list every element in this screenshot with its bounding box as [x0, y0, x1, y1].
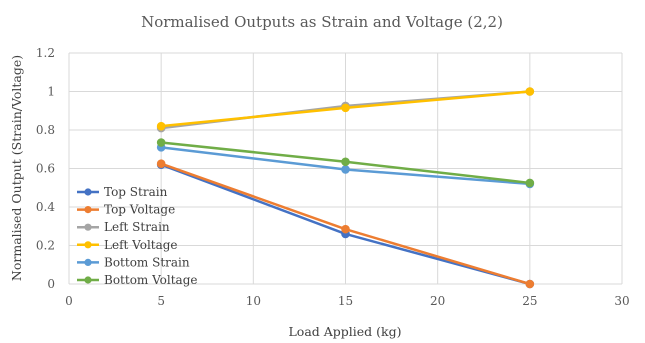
tick-labels: 0 5 10 15 20 25 30 0 0.2 0.4 0.6 0.8 1 1.2	[36, 46, 630, 308]
data-point	[156, 121, 166, 131]
y-tick-label: 0.6	[36, 162, 55, 176]
x-tick-label: 30	[614, 294, 629, 308]
x-tick-label: 0	[65, 294, 73, 308]
legend-item: Bottom Voltage	[77, 273, 198, 287]
legend-item: Left Strain	[77, 220, 170, 234]
series-1	[156, 159, 535, 289]
y-tick-label: 1.2	[36, 46, 55, 60]
y-tick-label: 0.2	[36, 239, 55, 253]
y-tick-label: 0.4	[36, 200, 55, 214]
legend-item: Left Voltage	[77, 238, 178, 252]
x-tick-label: 20	[430, 294, 445, 308]
legend-label: Bottom Voltage	[104, 273, 198, 287]
legend-label: Left Voltage	[104, 238, 178, 252]
data-point	[341, 165, 350, 174]
legend-marker	[84, 188, 92, 196]
x-tick-label: 25	[522, 294, 537, 308]
data-point	[341, 224, 350, 234]
legend-label: Top Strain	[104, 185, 168, 199]
series-3	[156, 87, 535, 131]
legend-item: Bottom Strain	[77, 255, 190, 269]
data-point	[525, 87, 535, 96]
data-point	[341, 103, 350, 113]
chart-title: Normalised Outputs as Strain and Voltage…	[141, 13, 503, 31]
legend-label: Left Strain	[104, 220, 170, 234]
legend-marker	[84, 206, 92, 214]
y-tick-label: 0.8	[36, 123, 55, 137]
legend-marker	[84, 223, 92, 231]
x-tick-label: 5	[157, 294, 165, 308]
y-tick-label: 1	[47, 85, 55, 99]
data-point	[341, 157, 350, 167]
data-point	[156, 138, 166, 147]
legend-label: Bottom Strain	[104, 255, 190, 269]
data-point	[525, 178, 535, 188]
y-tick-label: 0	[47, 277, 55, 291]
y-axis-label: Normalised Output (Strain/Voltage)	[9, 55, 24, 281]
legend-marker	[84, 276, 92, 284]
legend-marker	[84, 258, 92, 266]
x-axis-label: Load Applied (kg)	[289, 324, 402, 339]
legend-marker	[84, 241, 92, 249]
x-tick-label: 10	[246, 294, 261, 308]
legend-item: Top Voltage	[77, 203, 175, 217]
x-tick-label: 15	[338, 294, 353, 308]
legend: Top Strain Top Voltage Left Strain Left Vol…	[77, 185, 198, 287]
series-5	[156, 138, 535, 188]
legend-label: Top Voltage	[104, 203, 175, 217]
series-layer	[156, 87, 535, 289]
data-point	[525, 279, 535, 289]
data-point	[156, 159, 166, 168]
legend-item: Top Strain	[77, 185, 168, 199]
